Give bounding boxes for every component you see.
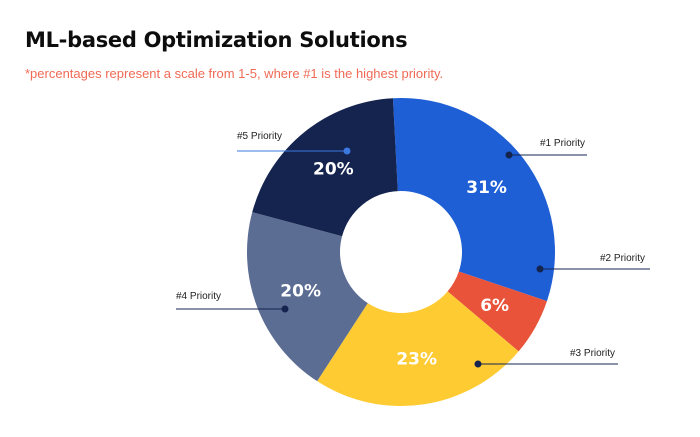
chart-subtitle: *percentages represent a scale from 1-5,…: [25, 66, 444, 81]
legend-label-2: #2 Priority: [600, 253, 645, 264]
legend-label-5: #5 Priority: [237, 131, 282, 142]
chart-title: ML-based Optimization Solutions: [25, 28, 408, 52]
callout-dot: [536, 265, 544, 273]
callout-dot: [505, 151, 513, 159]
callout-dot: [281, 305, 289, 313]
donut-slice-3: [317, 291, 519, 406]
data-label-3: 23%: [396, 349, 437, 369]
data-label-4: 20%: [280, 282, 321, 302]
donut-slice-5: [252, 98, 398, 237]
callout-dot: [474, 360, 482, 368]
donut-slice-1: [392, 98, 555, 302]
data-label-5: 20%: [313, 159, 354, 179]
donut-slice-2: [447, 271, 547, 352]
legend-label-4: #4 Priority: [176, 291, 221, 302]
legend-label-3: #3 Priority: [570, 348, 615, 359]
data-label-2: 6%: [480, 296, 509, 316]
donut-slice-4: [247, 212, 368, 382]
data-label-1: 31%: [466, 178, 507, 198]
legend-label-1: #1 Priority: [540, 138, 585, 149]
callout-dot: [343, 147, 351, 155]
